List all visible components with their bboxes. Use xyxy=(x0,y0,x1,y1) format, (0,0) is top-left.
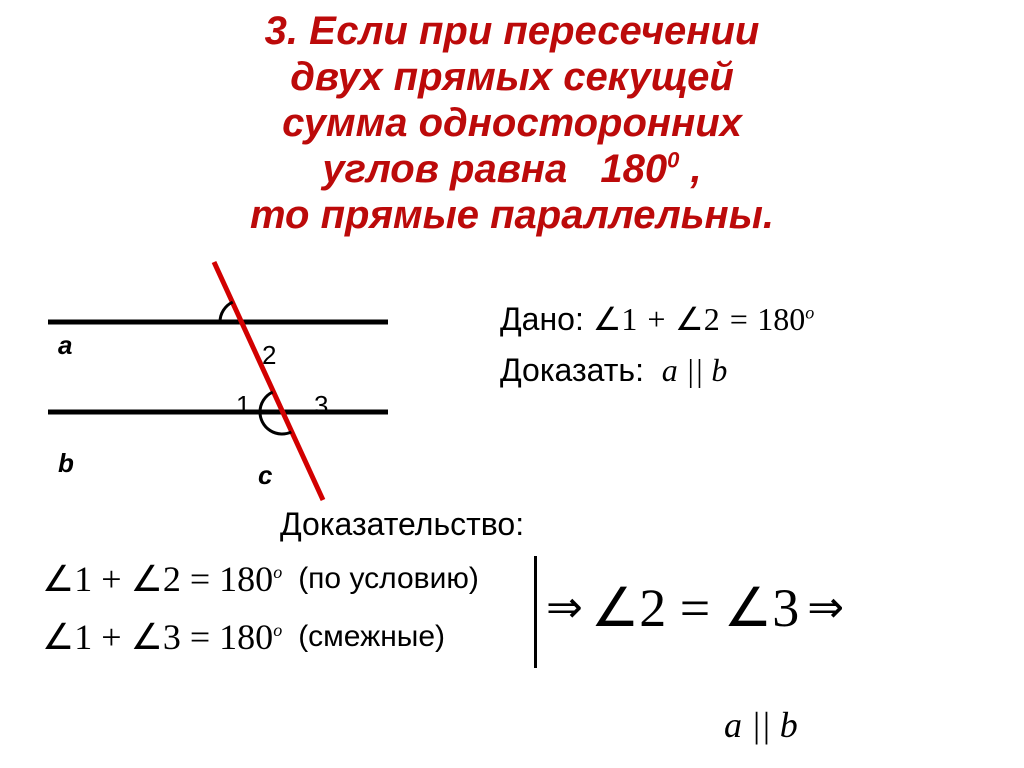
angle-arc-3 xyxy=(260,392,273,412)
label-line-b: b xyxy=(58,448,74,479)
proof-eq-1: ∠1 + ∠2 = 180o xyxy=(42,558,282,600)
title-line-4: углов равна 1800 , xyxy=(0,146,1024,192)
title-line-2: двух прямых секущей xyxy=(0,54,1024,100)
proof-divider xyxy=(534,556,537,668)
label-angle-2: 2 xyxy=(262,340,276,371)
arrow-icon-2: ⇒ xyxy=(807,582,844,633)
label-line-c: c xyxy=(258,460,272,491)
label-angle-1: 1 xyxy=(236,390,250,421)
theorem-title: 3. Если при пересечении двух прямых секу… xyxy=(0,0,1024,238)
proof-eq-2: ∠1 + ∠3 = 180o xyxy=(42,616,282,658)
proof-steps: ∠1 + ∠2 = 180o (по условию) ∠1 + ∠3 = 18… xyxy=(42,558,479,658)
parallel-lines-diagram: a b c 1 2 3 xyxy=(38,290,398,510)
given-line: Дано: ∠1 + ∠2 = 180o xyxy=(500,300,814,338)
title-line-1: 3. Если при пересечении xyxy=(0,8,1024,54)
proof-note-2: (смежные) xyxy=(298,620,479,654)
title-angle-value: 1800 , xyxy=(600,146,701,192)
arrow-icon: ⇒ xyxy=(546,582,583,633)
proof-note-1: (по условию) xyxy=(298,562,479,596)
conclusion-expr: ⇒ ∠2 = ∠3 ⇒ xyxy=(546,576,844,639)
given-expr: ∠1 + ∠2 = 180o xyxy=(593,301,815,337)
final-conclusion: a || b xyxy=(724,704,798,746)
label-angle-3: 3 xyxy=(314,390,328,421)
title-line-3: сумма односторонних xyxy=(0,100,1024,146)
proof-label: Доказательство: xyxy=(280,506,524,543)
given-prove-block: Дано: ∠1 + ∠2 = 180o Доказать: a || b xyxy=(500,300,814,403)
angle-arc-2 xyxy=(220,302,233,322)
title-line-5: то прямые параллельны. xyxy=(0,192,1024,238)
prove-line: Доказать: a || b xyxy=(500,352,814,389)
label-line-a: a xyxy=(58,330,72,361)
